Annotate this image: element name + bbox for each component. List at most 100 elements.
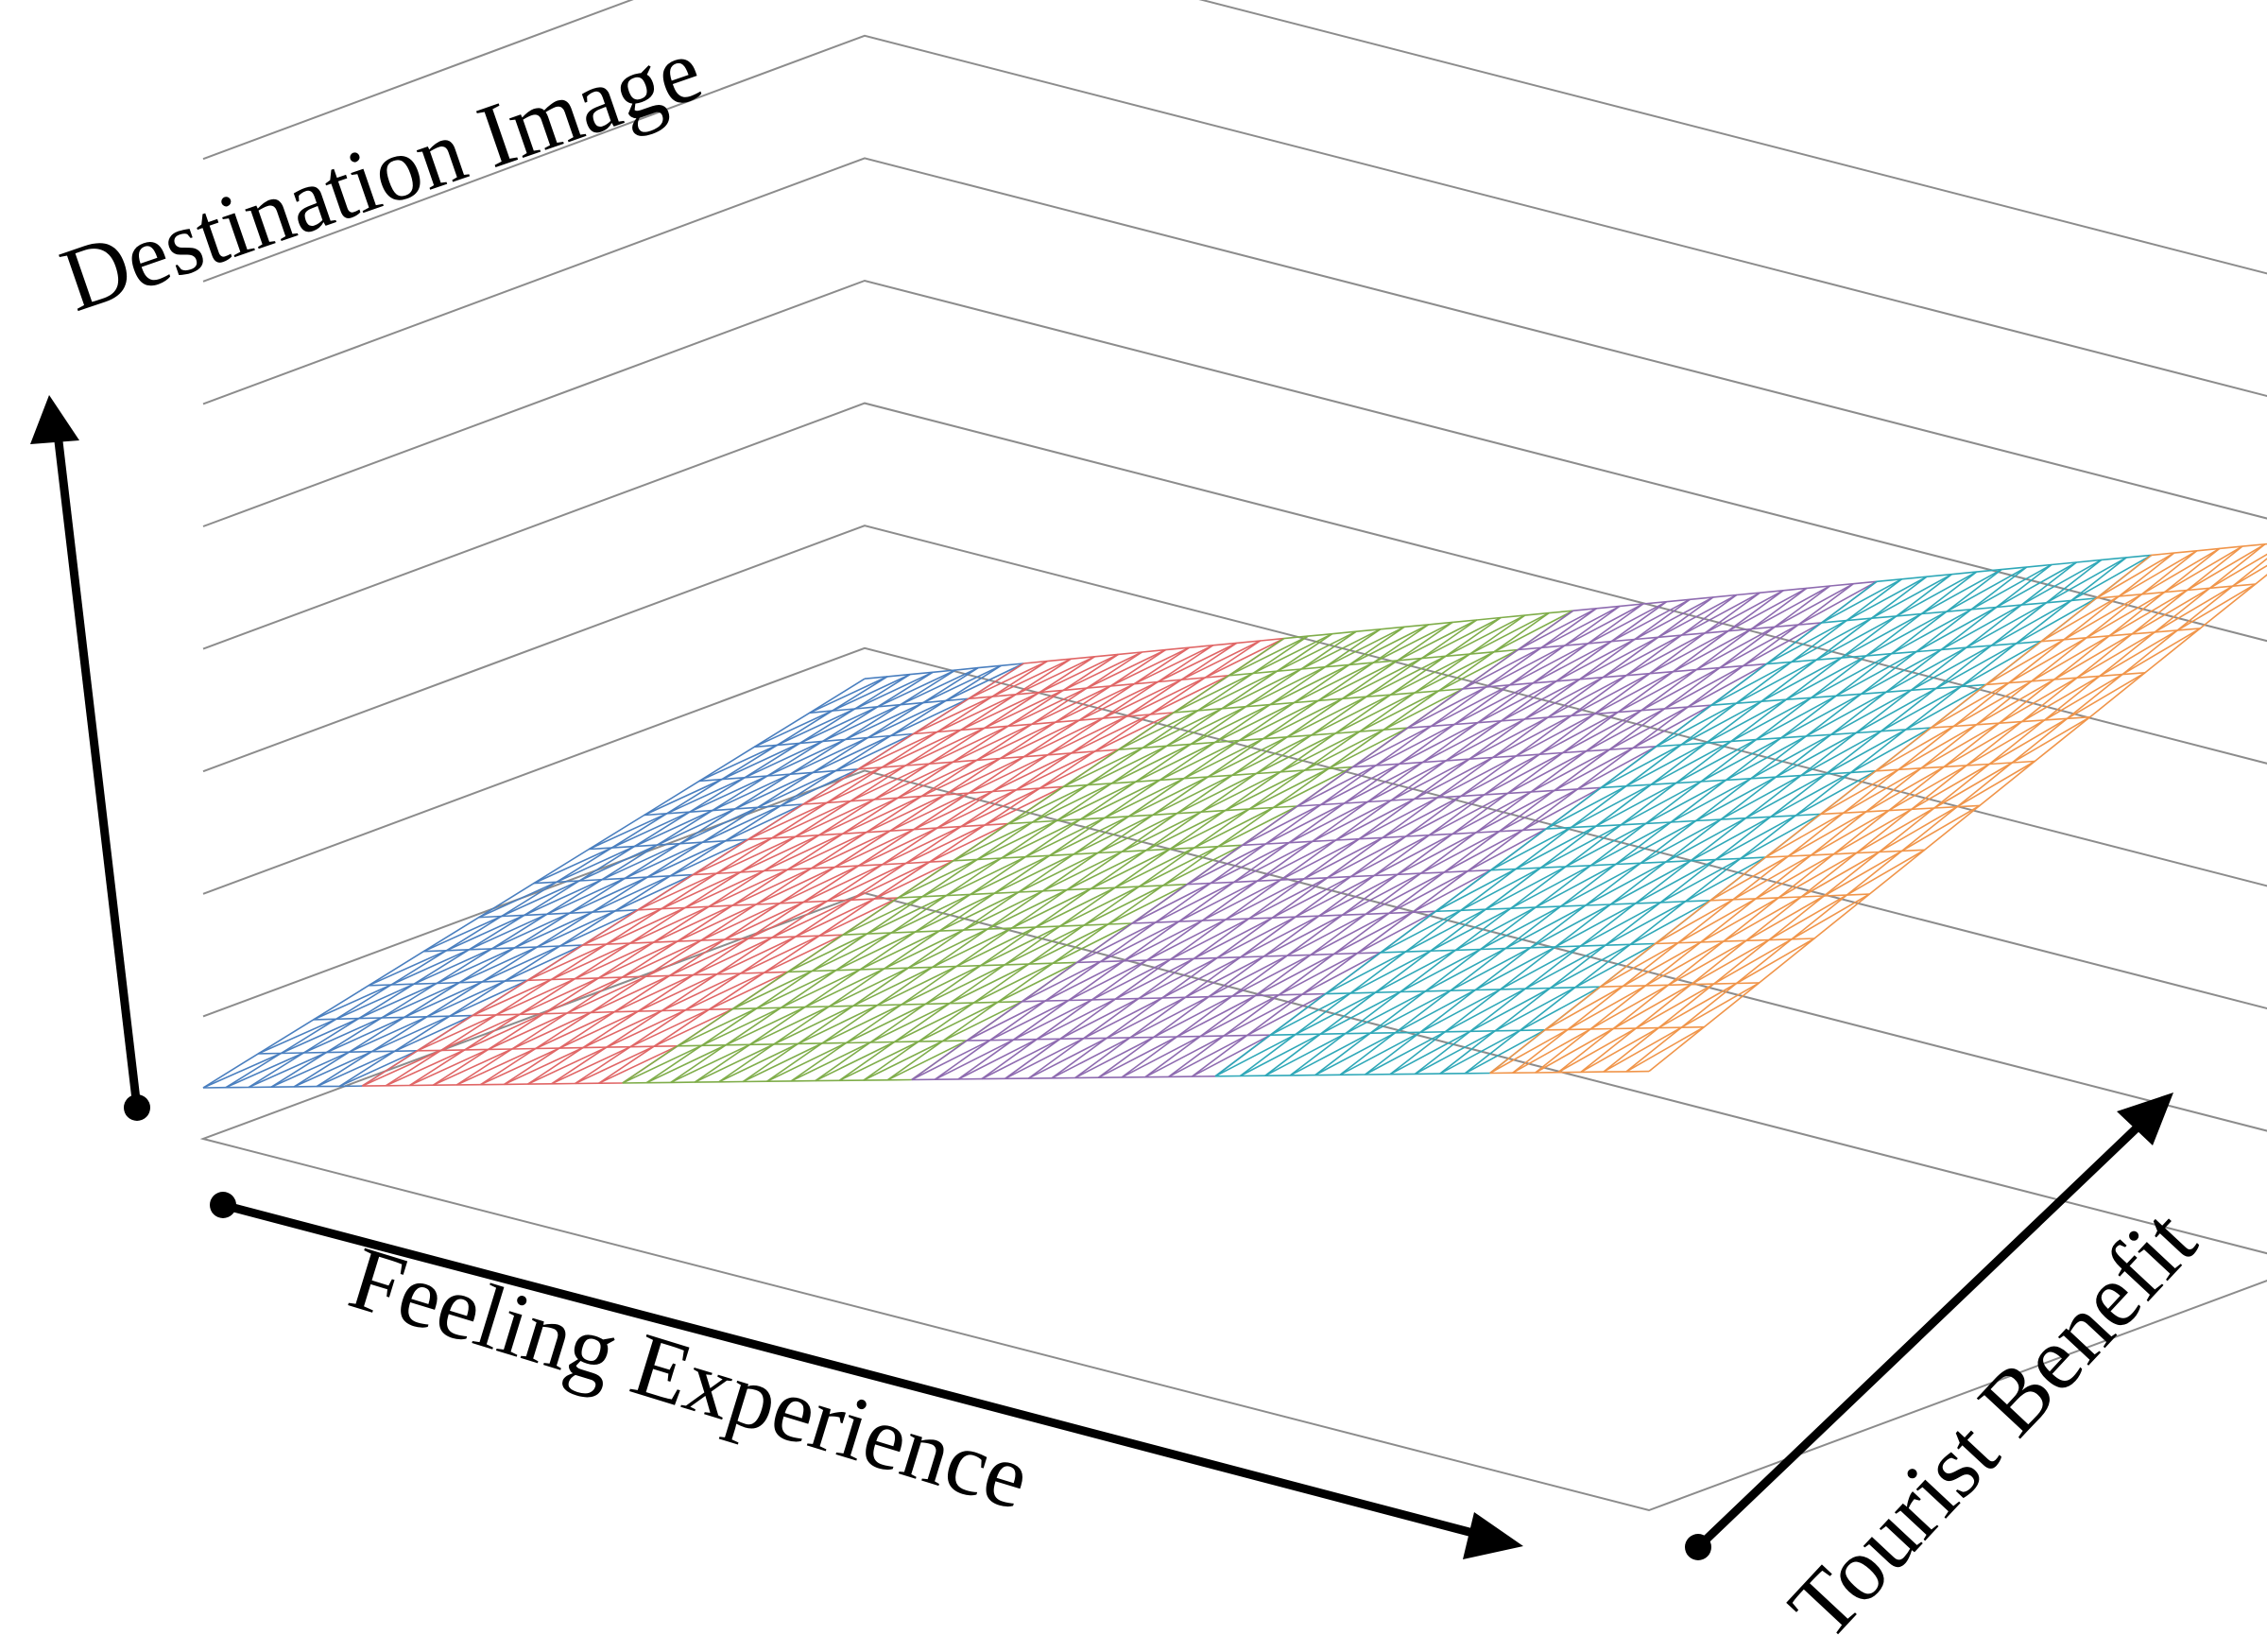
mesh-diagonal	[335, 983, 415, 1021]
mesh-diagonal	[1125, 677, 1206, 717]
mesh-diagonal	[1865, 611, 1948, 657]
mesh-diagonal	[1726, 735, 1807, 782]
mesh-diagonal	[1190, 703, 1271, 746]
z-axis-arrow	[30, 395, 150, 1121]
mesh-diagonal	[349, 1016, 428, 1053]
mesh-diagonal	[1494, 987, 1576, 1032]
mesh-diagonal	[1108, 883, 1188, 925]
mesh-diagonal	[1996, 561, 2077, 609]
mesh-diagonal	[1841, 612, 1922, 659]
mesh-diagonal	[645, 938, 726, 977]
mesh-diagonal	[2076, 631, 2155, 679]
mesh-diagonal	[1911, 645, 1992, 691]
mesh-diagonal	[1278, 952, 1358, 996]
mesh-diagonal	[1087, 745, 1168, 786]
mesh-diagonal	[1554, 903, 1637, 948]
mesh-diagonal	[1750, 733, 1832, 780]
mesh-diagonal	[1460, 753, 1540, 798]
mesh-diagonal	[1256, 732, 1336, 775]
mesh-diagonal	[1007, 687, 1088, 728]
mesh-diagonal	[1680, 700, 1762, 746]
mesh-diagonal	[809, 676, 888, 714]
mesh-diagonal	[669, 838, 748, 877]
mesh-diagonal	[1277, 630, 1357, 672]
mesh-diagonal	[1931, 681, 2010, 729]
mesh-diagonal	[1405, 908, 1486, 953]
mesh-diagonal	[1774, 582, 1854, 628]
mesh-line	[644, 803, 804, 817]
mesh-diagonal	[929, 725, 1009, 765]
mesh-diagonal	[1000, 719, 1080, 760]
mesh-diagonal	[1383, 688, 1464, 731]
mesh-diagonal	[1039, 653, 1119, 694]
mesh-diagonal	[1885, 646, 1967, 693]
mesh-diagonal	[1255, 953, 1334, 997]
mesh-diagonal	[1185, 955, 1264, 999]
mesh-diagonal	[1615, 819, 1696, 866]
mesh-diagonal	[1632, 704, 1712, 749]
mesh-diagonal	[1805, 691, 1887, 737]
mesh-diagonal	[598, 940, 678, 979]
mesh-diagonal	[1022, 960, 1101, 1003]
mesh-diagonal	[1352, 725, 1432, 768]
mesh-diagonal	[1325, 626, 1405, 668]
mesh-diagonal	[491, 912, 571, 950]
mesh-line	[589, 838, 748, 851]
mesh-line	[622, 1078, 912, 1084]
mesh-diagonal	[1400, 948, 1482, 993]
mesh-diagonal	[1314, 1032, 1396, 1076]
mesh-diagonal	[566, 975, 646, 1014]
mesh-diagonal	[1625, 632, 1706, 677]
mesh-diagonal	[1414, 651, 1495, 694]
mesh-diagonal	[2187, 543, 2266, 592]
mesh-diagonal	[1135, 741, 1216, 783]
mesh-diagonal	[1833, 808, 1913, 855]
mesh-diagonal	[1655, 899, 1734, 945]
mesh-diagonal	[2021, 675, 2101, 723]
mesh-diagonal	[1732, 854, 1812, 901]
mesh-line	[1490, 856, 1766, 871]
mesh-line	[1655, 938, 1815, 945]
mesh-diagonal	[1645, 940, 1725, 987]
mesh-diagonal	[716, 936, 797, 975]
mesh-diagonal	[968, 660, 1048, 700]
mesh-diagonal	[1855, 687, 1937, 734]
mesh-diagonal	[1901, 804, 1981, 852]
mesh-diagonal	[829, 967, 909, 1007]
mesh-diagonal	[984, 689, 1064, 730]
z-axis-label: Destination Image	[49, 18, 713, 331]
mesh-diagonal	[1094, 712, 1175, 752]
mesh-diagonal	[436, 947, 515, 985]
mesh-diagonal	[1715, 815, 1796, 861]
mesh-diagonal	[1146, 919, 1227, 961]
mesh-diagonal	[1905, 683, 1987, 731]
mesh-diagonal	[834, 828, 915, 869]
mesh-diagonal	[1071, 714, 1151, 754]
mesh-diagonal	[1475, 789, 1555, 834]
mesh-diagonal	[1304, 729, 1384, 771]
mesh-diagonal	[1588, 600, 1667, 645]
mesh-diagonal	[1091, 958, 1171, 1001]
mesh-diagonal	[1460, 867, 1541, 912]
mesh-diagonal	[918, 1001, 999, 1042]
mesh-diagonal	[1713, 938, 1793, 985]
mesh-diagonal	[1011, 887, 1091, 929]
mesh-diagonal	[852, 966, 934, 1007]
mesh-diagonal	[669, 938, 749, 977]
mesh-diagonal	[1751, 585, 1830, 630]
mesh-diagonal	[569, 876, 648, 914]
mesh-diagonal	[753, 710, 833, 749]
mesh-diagonal	[1123, 920, 1203, 962]
mesh-diagonal	[1467, 828, 1547, 872]
mesh-diagonal	[657, 808, 736, 846]
mesh-diagonal	[764, 833, 844, 872]
mesh-diagonal	[932, 927, 1012, 969]
mesh-diagonal	[1434, 868, 1517, 913]
mesh-diagonal	[1700, 897, 1779, 943]
mesh-diagonal	[1066, 850, 1147, 891]
mesh-line	[1131, 910, 1436, 924]
mesh-diagonal	[702, 804, 781, 843]
mesh-diagonal	[1161, 956, 1242, 999]
mesh-diagonal	[1042, 851, 1123, 892]
